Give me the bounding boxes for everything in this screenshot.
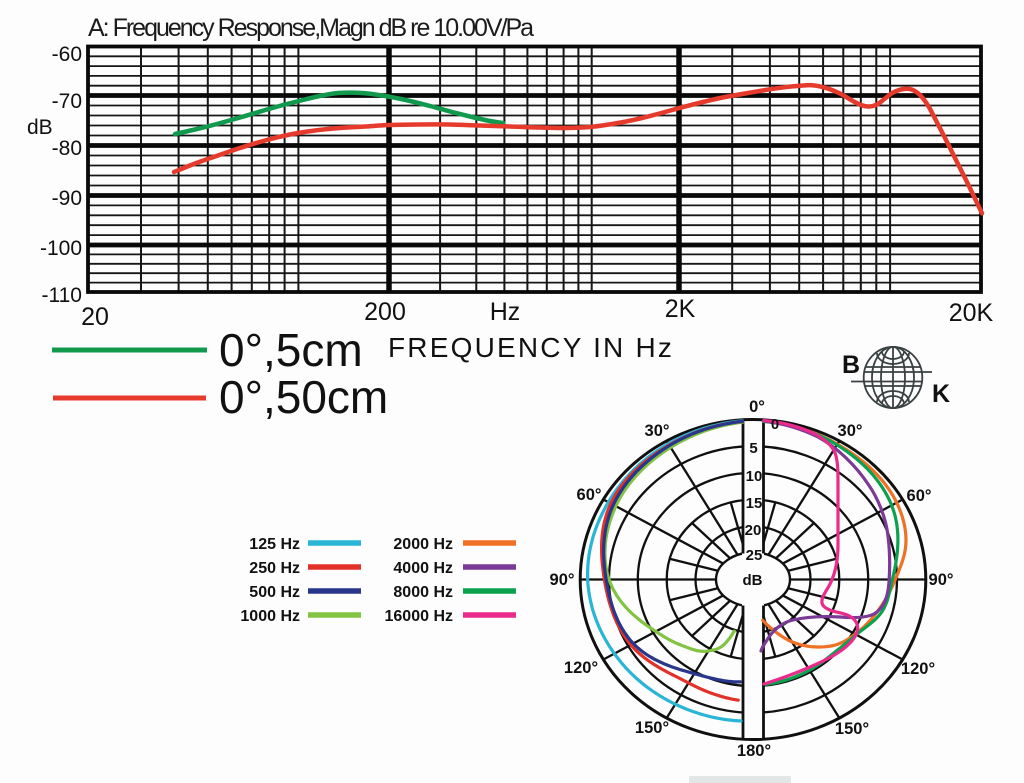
svg-text:120°: 120° xyxy=(564,659,598,677)
svg-text:-60: -60 xyxy=(52,43,82,66)
svg-text:Hz: Hz xyxy=(490,298,521,326)
svg-text:dB: dB xyxy=(27,116,53,139)
svg-text:K: K xyxy=(932,380,950,408)
svg-text:500 Hz: 500 Hz xyxy=(249,584,300,601)
svg-text:2000 Hz: 2000 Hz xyxy=(393,536,453,553)
svg-text:20K: 20K xyxy=(949,299,994,327)
svg-text:10: 10 xyxy=(746,468,763,485)
svg-text:-100: -100 xyxy=(40,237,82,260)
svg-text:A: Frequency Response,Magn dB: A: Frequency Response,Magn dB re 10.00V/… xyxy=(88,14,534,42)
svg-text:150°: 150° xyxy=(835,720,869,738)
svg-text:30°: 30° xyxy=(838,422,863,440)
svg-text:20: 20 xyxy=(81,303,109,331)
svg-text:250 Hz: 250 Hz xyxy=(249,560,300,577)
svg-text:5: 5 xyxy=(749,440,757,457)
svg-text:dB: dB xyxy=(743,572,763,589)
svg-text:-110: -110 xyxy=(42,284,82,307)
svg-text:90°: 90° xyxy=(929,571,954,589)
svg-text:125 Hz: 125 Hz xyxy=(249,536,300,553)
svg-text:150°: 150° xyxy=(635,719,669,737)
svg-text:4000 Hz: 4000 Hz xyxy=(393,560,453,577)
svg-text:-80: -80 xyxy=(52,137,82,160)
svg-text:0: 0 xyxy=(771,416,779,433)
svg-text:90°: 90° xyxy=(550,571,575,589)
svg-text:16000 Hz: 16000 Hz xyxy=(385,608,454,625)
svg-text:25: 25 xyxy=(746,547,763,564)
svg-text:8000 Hz: 8000 Hz xyxy=(393,584,453,601)
svg-text:-90: -90 xyxy=(52,187,82,210)
svg-text:2K: 2K xyxy=(665,295,696,323)
svg-text:B: B xyxy=(842,351,860,379)
svg-text:FREQUENCY IN Hz: FREQUENCY IN Hz xyxy=(388,332,674,363)
svg-text:200: 200 xyxy=(364,298,406,326)
svg-text:30°: 30° xyxy=(645,422,670,440)
svg-text:1000 Hz: 1000 Hz xyxy=(240,608,300,625)
svg-text:120°: 120° xyxy=(901,660,935,678)
svg-text:0°: 0° xyxy=(749,398,765,416)
svg-text:0°,5cm: 0°,5cm xyxy=(219,324,363,376)
svg-text:0°,50cm: 0°,50cm xyxy=(219,371,388,423)
svg-text:60°: 60° xyxy=(577,486,602,504)
svg-text:20: 20 xyxy=(745,522,762,539)
svg-text:60°: 60° xyxy=(907,487,932,505)
svg-text:15: 15 xyxy=(746,495,763,512)
svg-text:180°: 180° xyxy=(737,742,771,760)
svg-text:-70: -70 xyxy=(52,90,82,113)
